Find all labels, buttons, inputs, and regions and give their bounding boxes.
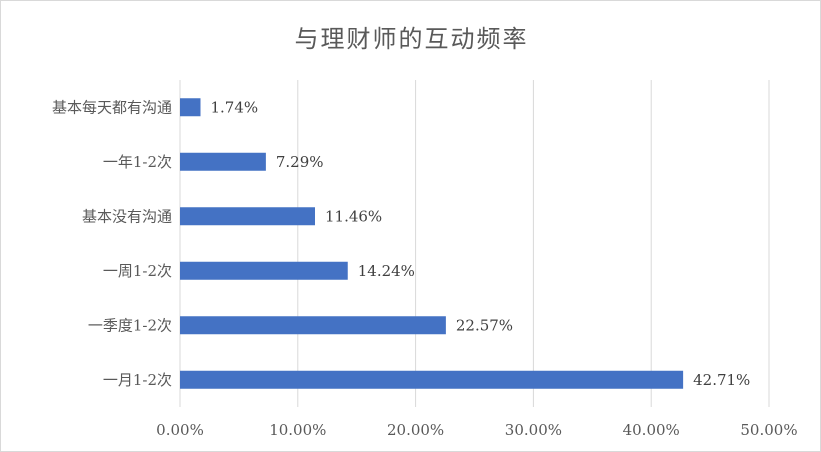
gridlines (179, 80, 770, 407)
x-tick-label: 40.00% (623, 421, 680, 439)
category-label: 一年1-2次 (103, 153, 172, 171)
bar (180, 98, 201, 117)
data-label: 1.74% (210, 98, 258, 116)
data-label: 42.71% (693, 371, 750, 389)
data-label: 22.57% (456, 316, 513, 334)
bar (180, 316, 446, 335)
data-label: 7.29% (276, 153, 324, 171)
category-label: 一季度1-2次 (88, 316, 172, 334)
x-tick-label: 30.00% (505, 421, 562, 439)
x-tick-label: 10.00% (269, 421, 326, 439)
x-tick-labels: 0.00% 10.00% 20.00% 30.00% 40.00% 50.00% (156, 421, 797, 439)
category-label: 一周1-2次 (103, 262, 172, 280)
x-tick-label: 0.00% (156, 421, 204, 439)
category-labels: 一月1-2次 一季度1-2次 一周1-2次 基本没有沟通 一年1-2次 基本每天都有沟通 (52, 98, 172, 389)
x-tick-label: 20.00% (387, 421, 444, 439)
category-label: 一月1-2次 (103, 371, 172, 389)
bars (180, 98, 684, 389)
bar (180, 152, 266, 171)
data-labels: 42.71% 22.57% 14.24% 11.46% 7.29% 1.74% (210, 98, 750, 389)
data-label: 11.46% (325, 207, 382, 225)
category-label: 基本没有沟通 (82, 207, 172, 225)
bar (180, 370, 684, 389)
chart-title: 与理财师的互动频率 (294, 25, 529, 53)
bar (180, 261, 348, 280)
category-label: 基本每天都有沟通 (52, 98, 172, 116)
bar (180, 207, 315, 226)
data-label: 14.24% (358, 262, 415, 280)
x-tick-label: 50.00% (740, 421, 797, 439)
